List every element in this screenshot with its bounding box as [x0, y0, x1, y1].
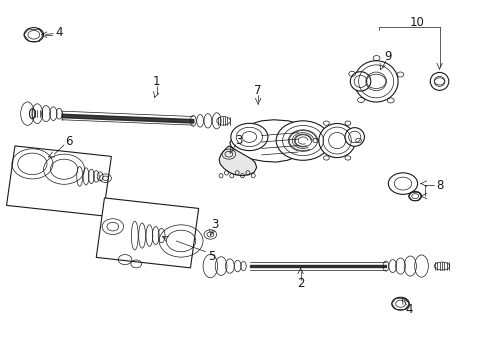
Ellipse shape [318, 123, 355, 158]
Text: 7: 7 [254, 84, 262, 97]
Text: 9: 9 [384, 50, 391, 63]
Text: 3: 3 [234, 134, 242, 147]
Text: 4: 4 [55, 26, 63, 39]
Text: 2: 2 [296, 278, 304, 291]
Polygon shape [6, 146, 111, 216]
Polygon shape [229, 120, 311, 162]
Text: 3: 3 [211, 218, 219, 231]
Polygon shape [96, 198, 198, 268]
Text: 8: 8 [435, 179, 442, 192]
Polygon shape [219, 146, 256, 176]
Text: 5: 5 [207, 249, 215, 262]
Text: 1: 1 [153, 75, 160, 88]
Ellipse shape [353, 61, 397, 102]
Circle shape [230, 123, 267, 150]
Ellipse shape [349, 72, 370, 91]
Ellipse shape [429, 72, 448, 90]
Circle shape [276, 121, 329, 160]
Text: 10: 10 [409, 16, 424, 29]
Text: 6: 6 [65, 135, 73, 148]
Text: 4: 4 [405, 303, 412, 316]
Ellipse shape [344, 128, 364, 146]
Circle shape [387, 173, 417, 194]
